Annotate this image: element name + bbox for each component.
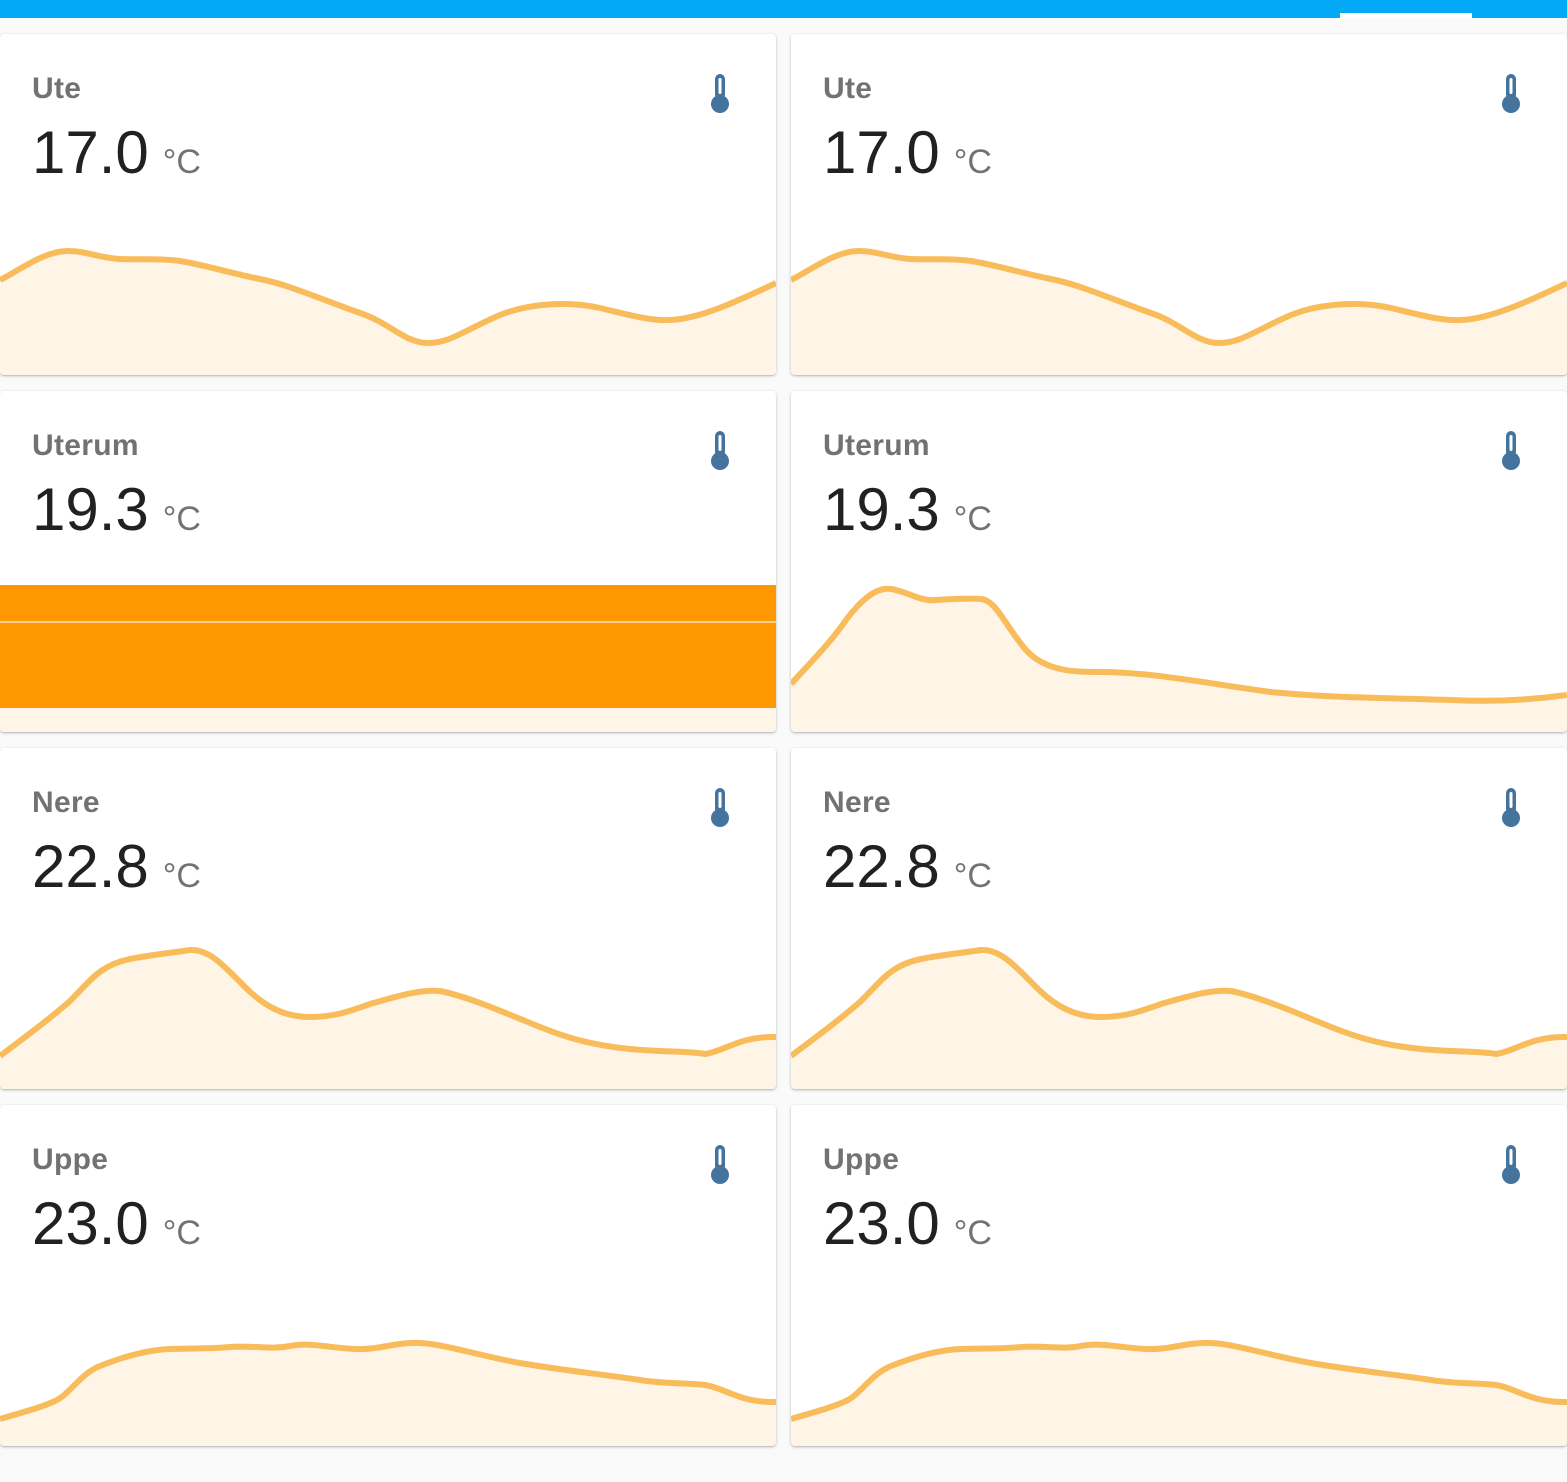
sensor-reading: 23.0 °C — [823, 1189, 992, 1258]
sensor-value: 19.3 — [32, 476, 149, 543]
sensor-card-uppe[interactable]: Uppe 23.0 °C — [791, 1105, 1567, 1446]
sensor-card-grid: Ute 17.0 °C Ute 17.0 °C Uterum — [0, 34, 1567, 1446]
sensor-name: Uterum — [32, 429, 139, 462]
thermometer-icon — [1502, 1145, 1520, 1184]
thermometer-icon — [711, 74, 729, 113]
sensor-name: Ute — [823, 72, 873, 105]
sensor-name: Nere — [823, 786, 891, 819]
sensor-reading: 17.0 °C — [32, 118, 201, 187]
sensor-unit: °C — [953, 143, 992, 181]
history-graph[interactable] — [791, 532, 1567, 732]
sensor-name: Uppe — [823, 1143, 900, 1176]
sensor-reading: 22.8 °C — [823, 832, 992, 901]
history-graph[interactable] — [791, 1246, 1567, 1446]
thermometer-icon — [1502, 431, 1520, 470]
thermometer-icon — [711, 431, 729, 470]
thermometer-icon — [711, 1145, 729, 1184]
sensor-unit: °C — [953, 1214, 992, 1252]
sensor-value: 17.0 — [823, 119, 940, 186]
sensor-value: 22.8 — [32, 833, 149, 900]
sensor-reading: 19.3 °C — [823, 475, 992, 544]
sensor-card-ute[interactable]: Ute 17.0 °C — [0, 34, 776, 375]
sensor-value: 17.0 — [32, 119, 149, 186]
sensor-card-uterum[interactable]: Uterum 19.3 °C — [791, 391, 1567, 732]
sensor-card-ute[interactable]: Ute 17.0 °C — [791, 34, 1567, 375]
history-graph[interactable] — [791, 889, 1567, 1089]
sensor-reading: 22.8 °C — [32, 832, 201, 901]
sensor-card-uterum[interactable]: Uterum 19.3 °C — [0, 391, 776, 732]
sensor-reading: 17.0 °C — [823, 118, 992, 187]
sensor-name: Nere — [32, 786, 100, 819]
sensor-card-nere[interactable]: Nere 22.8 °C — [791, 748, 1567, 1089]
history-graph[interactable] — [0, 1246, 776, 1446]
sensor-unit: °C — [162, 857, 201, 895]
sensor-unit: °C — [953, 500, 992, 538]
sensor-unit: °C — [162, 143, 201, 181]
sensor-card-nere[interactable]: Nere 22.8 °C — [0, 748, 776, 1089]
sensor-unit: °C — [162, 500, 201, 538]
sensor-value: 23.0 — [32, 1190, 149, 1257]
sensor-value: 19.3 — [823, 476, 940, 543]
app-header — [0, 0, 1567, 18]
history-graph[interactable] — [791, 175, 1567, 375]
sensor-card-uppe[interactable]: Uppe 23.0 °C — [0, 1105, 776, 1446]
sensor-name: Uppe — [32, 1143, 109, 1176]
history-bar — [0, 585, 776, 708]
sensor-unit: °C — [162, 1214, 201, 1252]
sensor-reading: 19.3 °C — [32, 475, 201, 544]
history-graph[interactable] — [0, 175, 776, 375]
history-graph[interactable] — [0, 889, 776, 1089]
thermometer-icon — [1502, 74, 1520, 113]
history-graph[interactable] — [0, 532, 776, 732]
sensor-name: Uterum — [823, 429, 930, 462]
sensor-reading: 23.0 °C — [32, 1189, 201, 1258]
sensor-value: 22.8 — [823, 833, 940, 900]
active-tab-indicator[interactable] — [1340, 13, 1472, 18]
thermometer-icon — [711, 788, 729, 827]
thermometer-icon — [1502, 788, 1520, 827]
sensor-unit: °C — [953, 857, 992, 895]
sensor-name: Ute — [32, 72, 82, 105]
sensor-value: 23.0 — [823, 1190, 940, 1257]
